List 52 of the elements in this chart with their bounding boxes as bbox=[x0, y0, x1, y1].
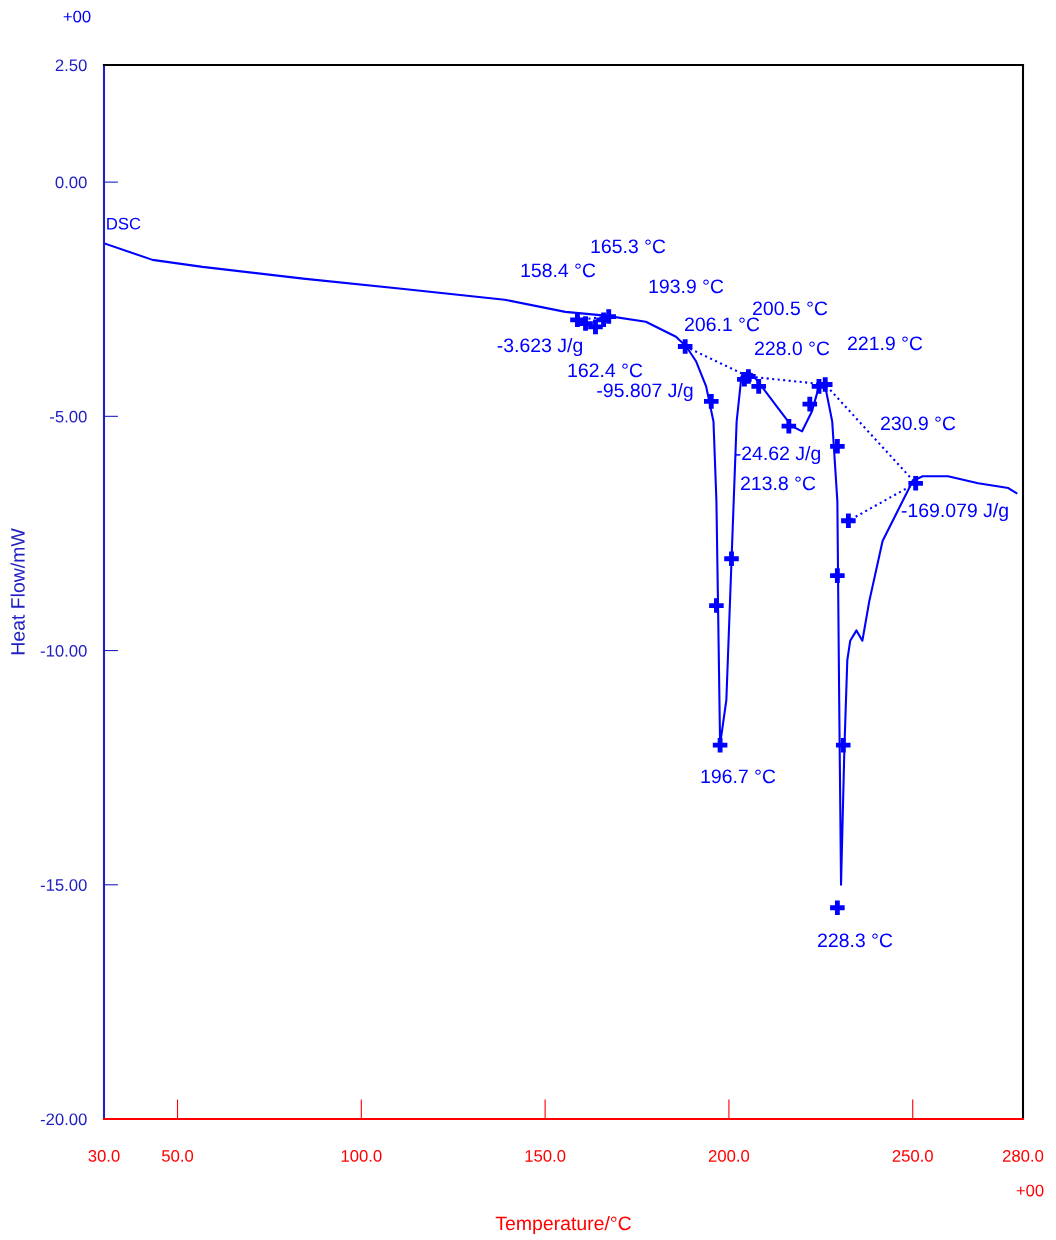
point bbox=[830, 900, 845, 916]
annotation: 196.7 °C bbox=[701, 769, 776, 784]
point bbox=[578, 316, 593, 331]
point bbox=[830, 439, 845, 454]
point bbox=[781, 418, 797, 434]
y-tick-label: -10.00 bbox=[40, 644, 87, 657]
point bbox=[588, 319, 603, 335]
text: +00 bbox=[63, 10, 91, 23]
point bbox=[709, 598, 724, 613]
x-axis-title: Temperature/°C bbox=[495, 1215, 631, 1235]
point bbox=[741, 369, 756, 384]
x-tick-label: 30.0 bbox=[88, 1150, 120, 1162]
x-tick-label: 200.0 bbox=[708, 1150, 750, 1162]
point bbox=[751, 379, 766, 394]
point bbox=[802, 396, 818, 412]
x-tick-label: 280.0 bbox=[1002, 1150, 1044, 1162]
point bbox=[724, 551, 739, 567]
x-tick-label: 50.0 bbox=[161, 1150, 194, 1162]
y-tick-label: 2.50 bbox=[55, 59, 87, 72]
annotation: 206.1 °C bbox=[685, 317, 760, 332]
point bbox=[835, 737, 851, 753]
y-tick-label: 0.00 bbox=[55, 176, 87, 189]
point bbox=[830, 568, 845, 583]
point bbox=[601, 309, 616, 324]
annotation: 158.4 °C bbox=[521, 263, 596, 278]
point bbox=[841, 513, 856, 529]
annotation: 230.9 °C bbox=[881, 416, 956, 431]
annotation: 193.9 °C bbox=[649, 279, 724, 294]
point bbox=[677, 339, 693, 354]
annotation: -3.623 J/g bbox=[497, 337, 582, 357]
x-tick-label: 100.0 bbox=[341, 1150, 382, 1162]
annotation: 228.3 °C bbox=[818, 933, 893, 948]
y-tick-label: -20.00 bbox=[40, 1113, 87, 1126]
annotation: -24.62 J/g bbox=[735, 445, 820, 465]
annotation: 228.0 °C bbox=[755, 341, 830, 356]
annotation: 213.8 °C bbox=[741, 476, 816, 491]
point bbox=[712, 737, 728, 753]
y-axis-title: Heat Flow/mW bbox=[10, 528, 25, 655]
annotation: 221.9 °C bbox=[848, 336, 923, 351]
x-tick-label: 150.0 bbox=[525, 1150, 566, 1162]
y-tick-label: -15.00 bbox=[40, 879, 87, 891]
point bbox=[908, 476, 923, 491]
y-tick-label: -5.00 bbox=[50, 410, 87, 423]
series-label: DSC bbox=[107, 217, 141, 230]
annotation: 200.5 °C bbox=[753, 301, 828, 316]
annotation: 165.3 °C bbox=[591, 239, 666, 254]
point bbox=[703, 394, 719, 409]
x-tick-label: 250.0 bbox=[892, 1150, 933, 1162]
annotation: -169.079 J/g bbox=[901, 502, 1008, 522]
text: +00 bbox=[1016, 1184, 1044, 1197]
annotation: -95.807 J/g bbox=[597, 382, 693, 402]
annotation: 162.4 °C bbox=[568, 363, 643, 378]
